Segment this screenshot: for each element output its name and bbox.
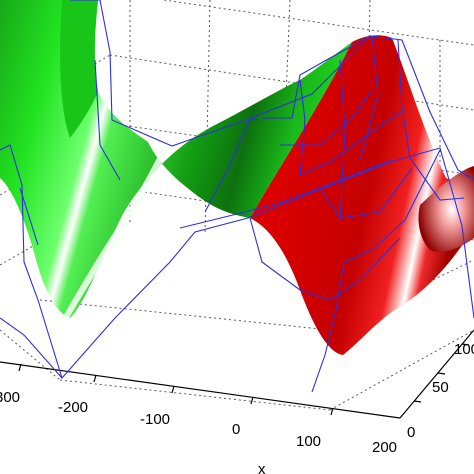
mesh-line [339,59,346,221]
y-tick-mark [413,400,422,403]
y-tick-mark [461,343,470,346]
grid-line [59,379,331,411]
x-tick-label: 100 [296,433,321,450]
mesh-line [70,0,474,181]
x-tick-label: -100 [140,411,170,428]
x-tick-mark [18,363,22,372]
surface-green-highlight [62,148,168,320]
x-tick-mark [171,385,175,394]
x-tick-label: -300 [0,389,20,406]
mesh-line [359,35,379,161]
y-tick-label: 100 [454,341,474,358]
mesh-line [280,89,373,146]
x-tick-mark [250,396,254,405]
y-tick-mark [437,372,446,375]
mesh-line [319,167,413,219]
mesh-line [299,111,401,176]
grid-line [160,0,474,46]
mesh-line [311,149,441,393]
x-tick-label: 200 [372,439,397,456]
mesh-line [249,217,401,301]
surface-red [250,35,474,356]
mesh-line [179,159,393,229]
mesh-line [299,79,306,176]
y-tick-label: 50 [432,379,449,396]
mesh-line [94,59,121,181]
x-tick-mark [93,374,97,383]
axis-labels: -300 -200 -100 0 100 200 0 50 100 x [0,341,474,474]
x-tick-label: 0 [232,421,240,438]
y-tick-marks [413,343,470,403]
surface-red-tip [418,166,474,252]
x-tick-mark [330,407,334,416]
mesh-line [262,35,371,119]
grid-line [0,329,61,381]
mesh-line [397,39,465,201]
mesh-line [204,117,259,213]
y-axis-line [399,329,474,419]
grid-line [279,0,291,246]
axes-frame [0,329,474,419]
mesh-line [19,187,39,246]
surface-green-ridge [60,0,98,138]
mesh-line [0,317,63,379]
x-tick-label: -200 [58,399,88,416]
y-tick-label: 0 [407,424,415,441]
mesh-wireframe [0,0,474,393]
x-axis-label: x [258,461,266,474]
x-tick-marks [18,363,334,416]
mesh-line [0,144,474,380]
grid-line [39,299,331,331]
